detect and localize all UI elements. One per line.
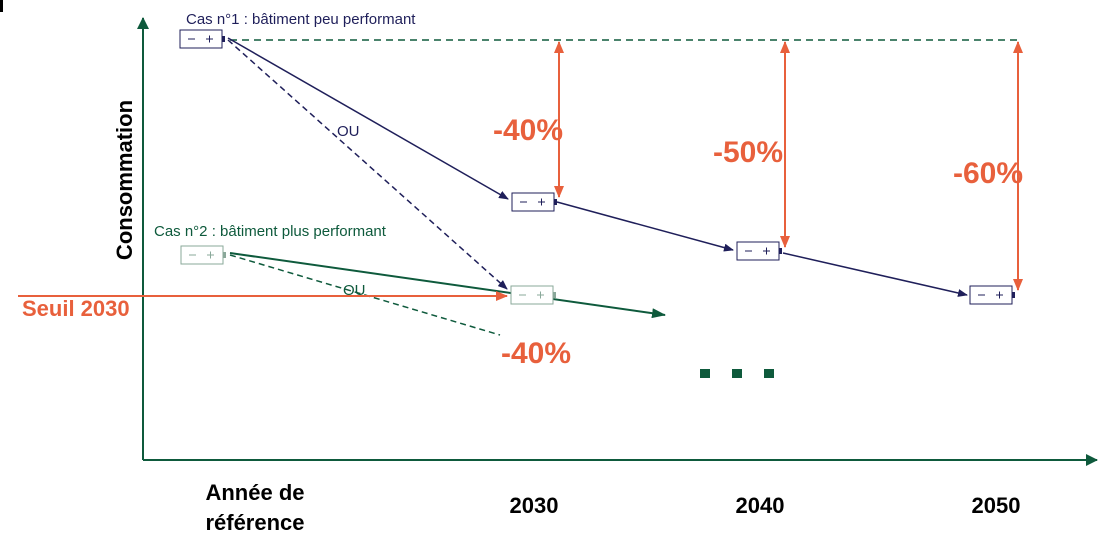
ellipsis-dot [700, 369, 710, 378]
arrow [782, 252, 968, 297]
reduction-label: -60% [953, 157, 1023, 190]
dashed-arrow [227, 39, 508, 290]
battery-icon [736, 241, 783, 261]
x-label: 2030 [510, 493, 559, 518]
battery-icon [180, 245, 227, 265]
threshold-label: Seuil 2030 [22, 296, 130, 321]
x-label: référence [205, 510, 304, 535]
battery-icon [969, 285, 1016, 305]
corner-mark [0, 0, 3, 12]
battery-icon [511, 192, 558, 212]
x-label: Année de [205, 480, 304, 505]
battery-icon [179, 29, 226, 49]
or-label: OU [343, 282, 366, 299]
arrow [227, 37, 509, 200]
x-label: 2050 [972, 493, 1021, 518]
case2-label: Cas n°2 : bâtiment plus performant [154, 223, 387, 240]
ellipsis-dot [764, 369, 774, 378]
arrow [229, 252, 666, 319]
x-label: 2040 [736, 493, 785, 518]
reduction-label: -40% [493, 114, 563, 147]
reduction-label: -40% [501, 337, 571, 370]
y-axis-label: Consommation [112, 100, 137, 260]
or-label: OU [337, 123, 360, 140]
reduction-label: -50% [713, 136, 783, 169]
ellipsis-dot [732, 369, 742, 378]
arrow [556, 201, 734, 252]
battery-icon [510, 285, 557, 305]
case1-label: Cas n°1 : bâtiment peu performant [186, 11, 416, 28]
